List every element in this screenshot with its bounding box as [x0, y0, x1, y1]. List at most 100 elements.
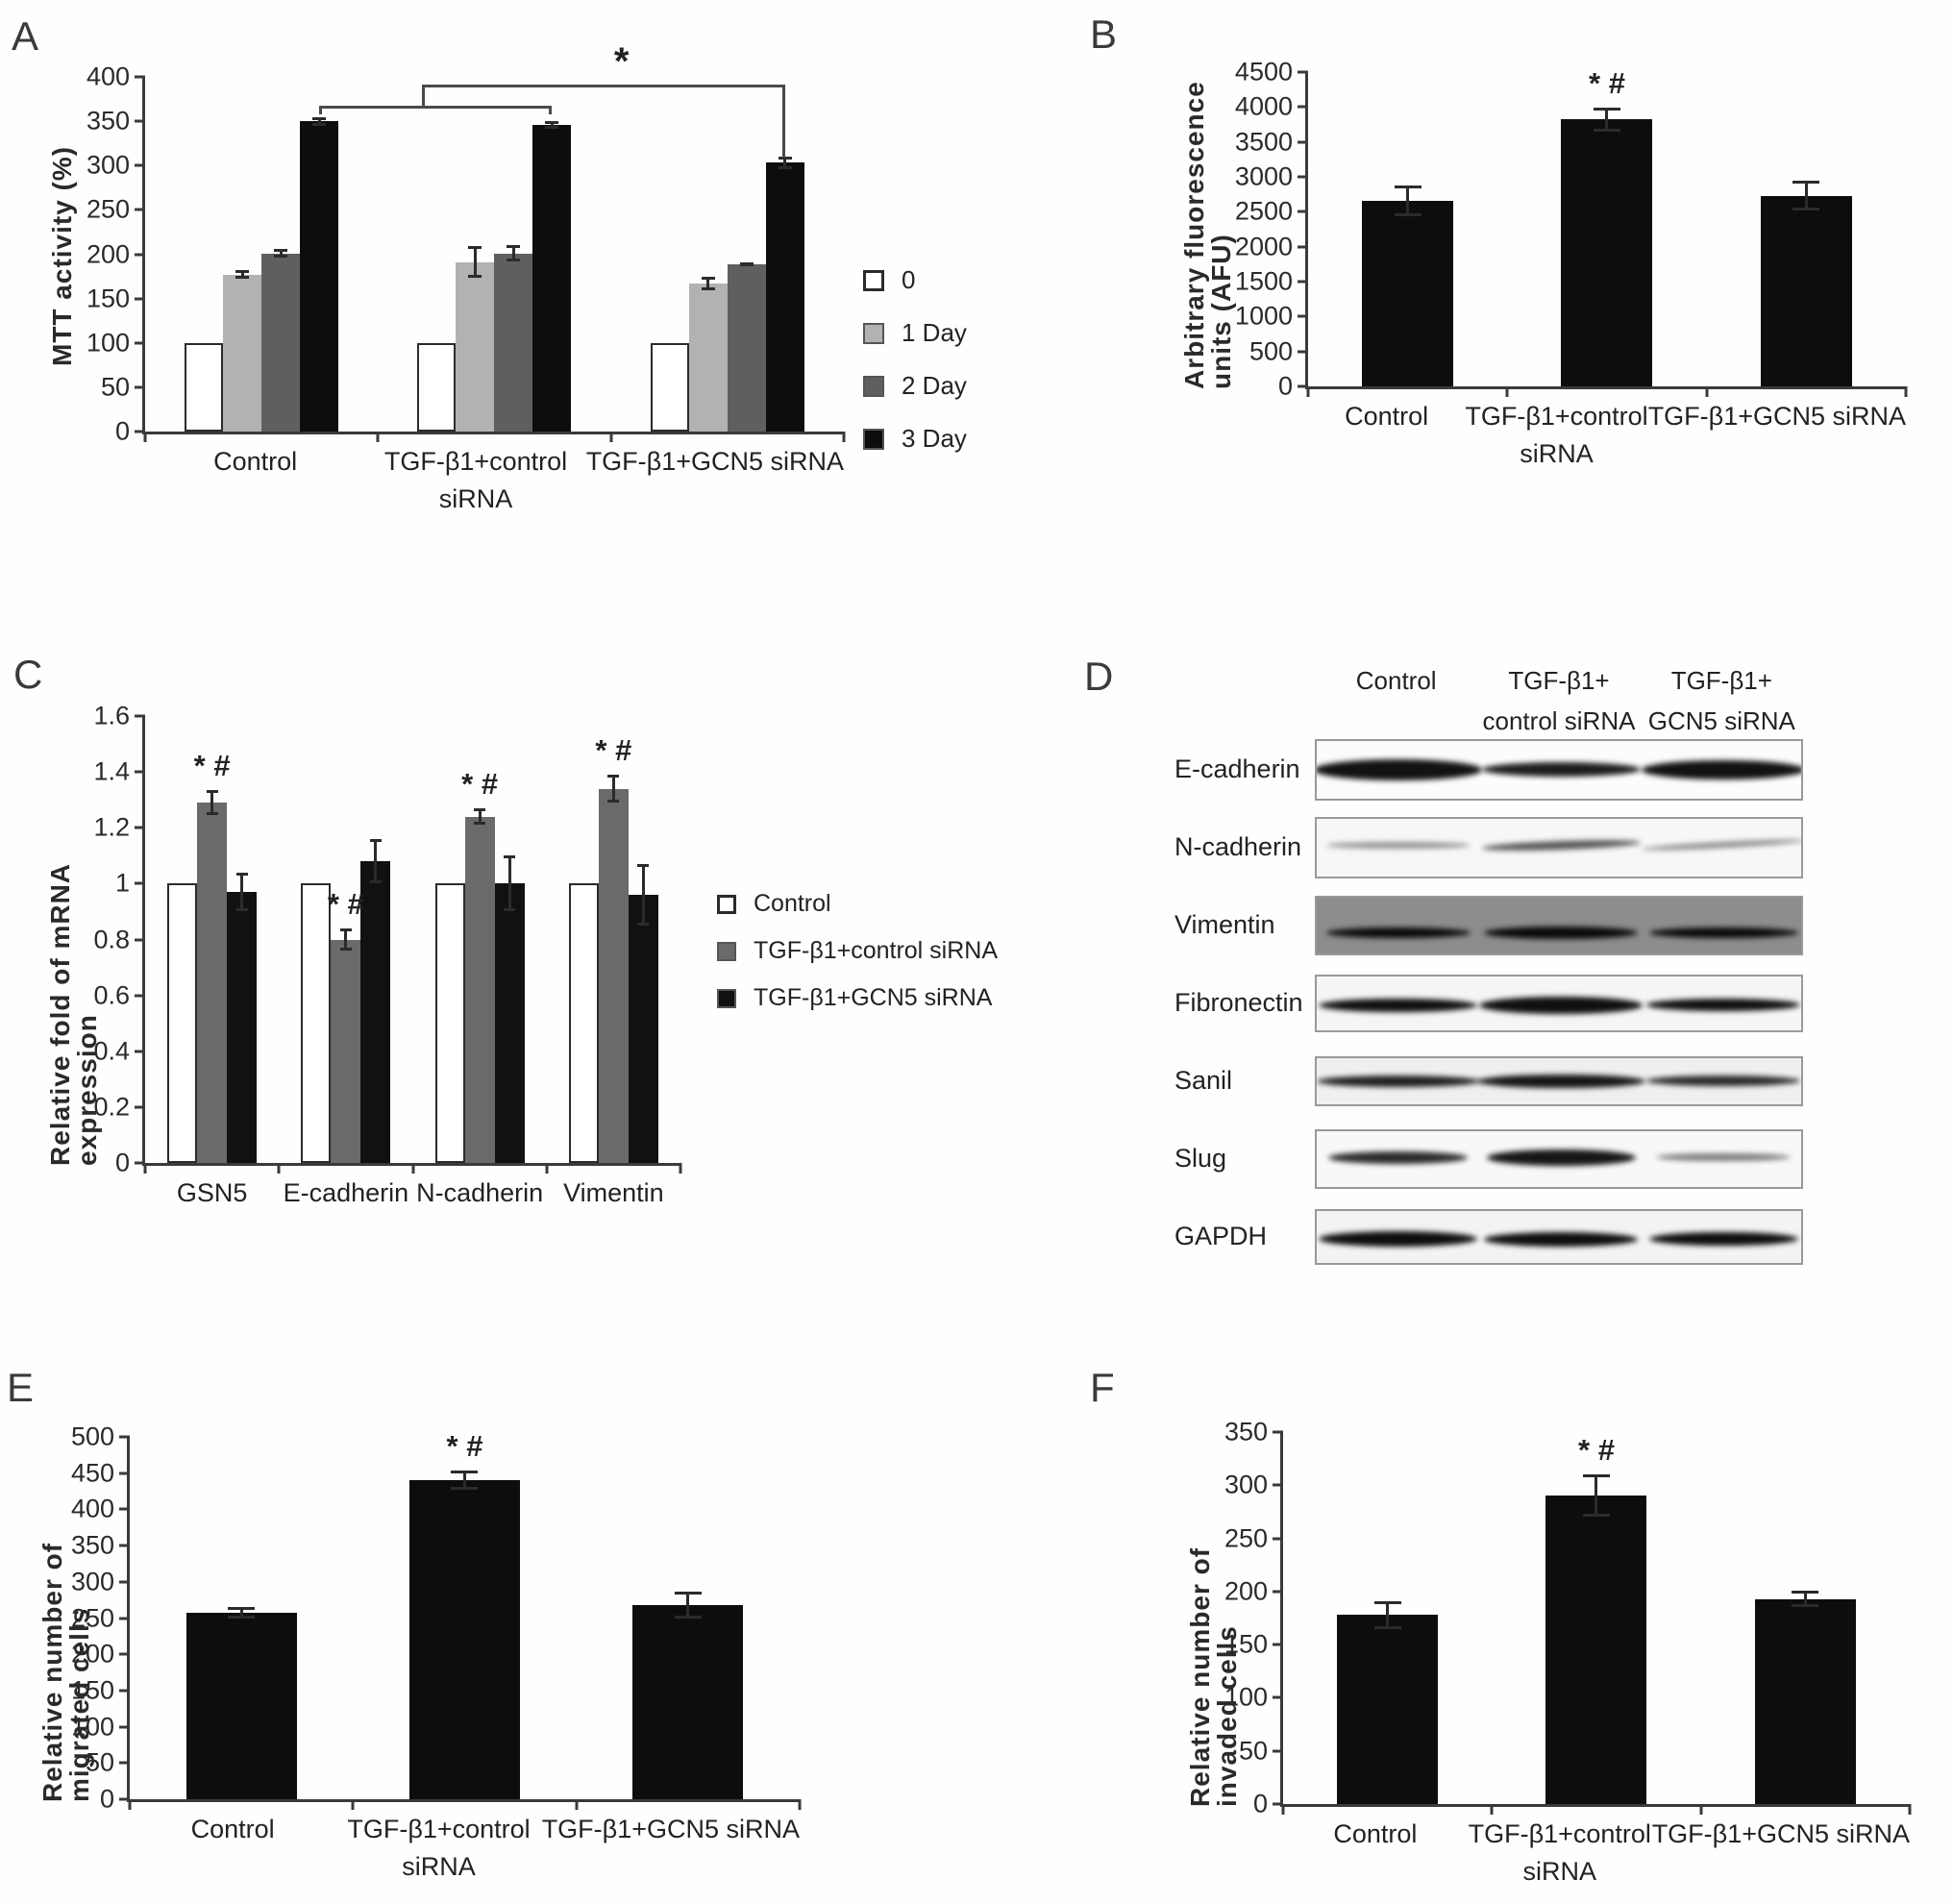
y-tick-mark — [135, 714, 145, 718]
error-bar-cap — [451, 1487, 479, 1491]
error-bar — [235, 270, 250, 280]
legend-swatch — [717, 894, 736, 914]
x-axis-label: Control — [130, 1811, 335, 1886]
y-tick-mark — [135, 297, 145, 301]
bar-groups: * # — [1308, 68, 1906, 386]
error-bar-line — [1605, 107, 1609, 133]
y-tick-label: 0.4 — [93, 1036, 130, 1066]
error-bar-line — [210, 790, 214, 816]
blot-band — [1646, 999, 1801, 1012]
error-bar-line — [1406, 185, 1410, 217]
y-tick-mark — [1298, 105, 1308, 109]
error-bar-cap — [228, 1607, 256, 1611]
significance-star: * — [613, 40, 630, 83]
y-tick-label: 2000 — [1234, 232, 1293, 261]
y-tick-label: 3000 — [1234, 161, 1293, 191]
error-bar-cap — [504, 908, 516, 912]
x-tick-mark — [679, 1163, 682, 1174]
bar — [456, 246, 495, 432]
x-axis-label: TGF-β1+GCN5 siRNA — [1648, 398, 1906, 473]
blot-band — [1319, 1231, 1478, 1248]
legend-label: TGF-β1+GCN5 siRNA — [754, 984, 993, 1011]
x-axis-label: TGF-β1+GCN5 siRNA — [586, 443, 844, 518]
error-bar-cap — [1394, 213, 1421, 217]
bar-group: * # — [1492, 1432, 1700, 1804]
x-axis-label-text: TGF-β1+GCN5 siRNA — [1647, 402, 1906, 431]
error-bar-cap — [778, 165, 792, 169]
blot-band — [1328, 1150, 1469, 1164]
error-bar — [1792, 1590, 1819, 1608]
error-bar-line — [1595, 1474, 1598, 1518]
x-tick-mark — [1908, 1804, 1912, 1815]
x-axis-label: N-cadherin — [413, 1175, 547, 1212]
legend-swatch — [863, 269, 884, 291]
bar — [261, 248, 301, 432]
error-bar-cap — [1792, 1604, 1819, 1608]
panel-b-plot-area: 0 500 1000 1500 2000 2500 3000 3500 4000 4500 * # C… — [1235, 59, 1908, 468]
x-axis-label-text: N-cadherin — [416, 1178, 544, 1207]
error-bar-line — [473, 246, 477, 279]
x-tick-mark — [376, 432, 380, 442]
x-axis-labels: Control TGF-β1+control siRNA TGF-β1+GCN5 s… — [1308, 398, 1906, 473]
error-bar-line — [462, 1471, 466, 1491]
blot-rows: E-cadherin N-cadherin Vimentin Fibronectin S… — [1174, 730, 1803, 1275]
x-tick-mark — [351, 1799, 355, 1810]
error-bar-cap — [1593, 107, 1620, 111]
x-tick-mark — [411, 1163, 414, 1174]
blot-column-header-text: TGF-β1+ control siRNA — [1482, 666, 1636, 735]
x-axis-label-text: TGF-β1+control siRNA — [1465, 402, 1648, 469]
error-bar-cap — [206, 790, 218, 794]
bar-group — [378, 77, 610, 432]
x-tick-mark — [798, 1799, 802, 1810]
bar — [727, 261, 766, 432]
x-axis-label: TGF-β1+control siRNA — [1468, 1816, 1652, 1891]
error-bar-cap — [674, 1615, 702, 1619]
error-bar-cap — [206, 812, 218, 816]
y-tick-mark — [1273, 1802, 1283, 1806]
bar — [1337, 1600, 1439, 1804]
y-tick-mark — [1298, 70, 1308, 74]
x-axis-label: TGF-β1+GCN5 siRNA — [1652, 1816, 1910, 1891]
panel-a-legend: 0 1 Day 2 Day 3 Day — [863, 265, 967, 477]
error-bar — [778, 157, 792, 169]
y-tick-label: 450 — [70, 1458, 114, 1488]
y-tick-mark — [119, 1725, 130, 1729]
bar-group — [1283, 1432, 1492, 1804]
y-tick-label: 0 — [114, 416, 130, 446]
y-tick-label: 0 — [1277, 371, 1293, 401]
bar-group: * # — [279, 716, 412, 1163]
x-tick-mark — [609, 432, 613, 442]
blot-band — [1325, 927, 1471, 939]
x-axis-labels: Control TGF-β1+control siRNA TGF-β1+GCN5 s… — [130, 1811, 800, 1886]
bar — [568, 883, 599, 1163]
error-bar — [312, 116, 327, 126]
x-tick-mark — [1904, 386, 1908, 397]
error-bar-cap — [1394, 185, 1421, 189]
legend-item: Control — [717, 890, 998, 918]
error-bar-line — [240, 872, 244, 912]
y-tick-label: 350 — [1224, 1417, 1268, 1447]
legend-label: 0 — [902, 265, 916, 294]
blot-band — [1479, 996, 1643, 1014]
y-tick-label: 0.8 — [93, 925, 130, 953]
legend-swatch — [863, 322, 884, 344]
y-tick-label: 50 — [1238, 1736, 1268, 1766]
blot-row: Fibronectin — [1174, 964, 1803, 1042]
y-tick-mark — [1298, 384, 1308, 388]
bar-group: * # — [413, 716, 547, 1163]
y-tick-mark — [135, 994, 145, 998]
y-tick-mark — [1298, 210, 1308, 213]
x-tick-mark — [1281, 1804, 1285, 1815]
bar — [227, 872, 258, 1163]
error-bar-line — [317, 116, 321, 126]
legend-swatch — [863, 428, 884, 450]
bar — [1760, 181, 1852, 386]
significance-bracket-stub — [421, 85, 425, 106]
error-bar-line — [344, 927, 348, 952]
y-tick-mark — [1273, 1430, 1283, 1434]
y-tick-mark — [119, 1761, 130, 1765]
blot-band — [1317, 758, 1483, 780]
y-tick-mark — [1298, 175, 1308, 179]
error-bar-cap — [451, 1471, 479, 1474]
